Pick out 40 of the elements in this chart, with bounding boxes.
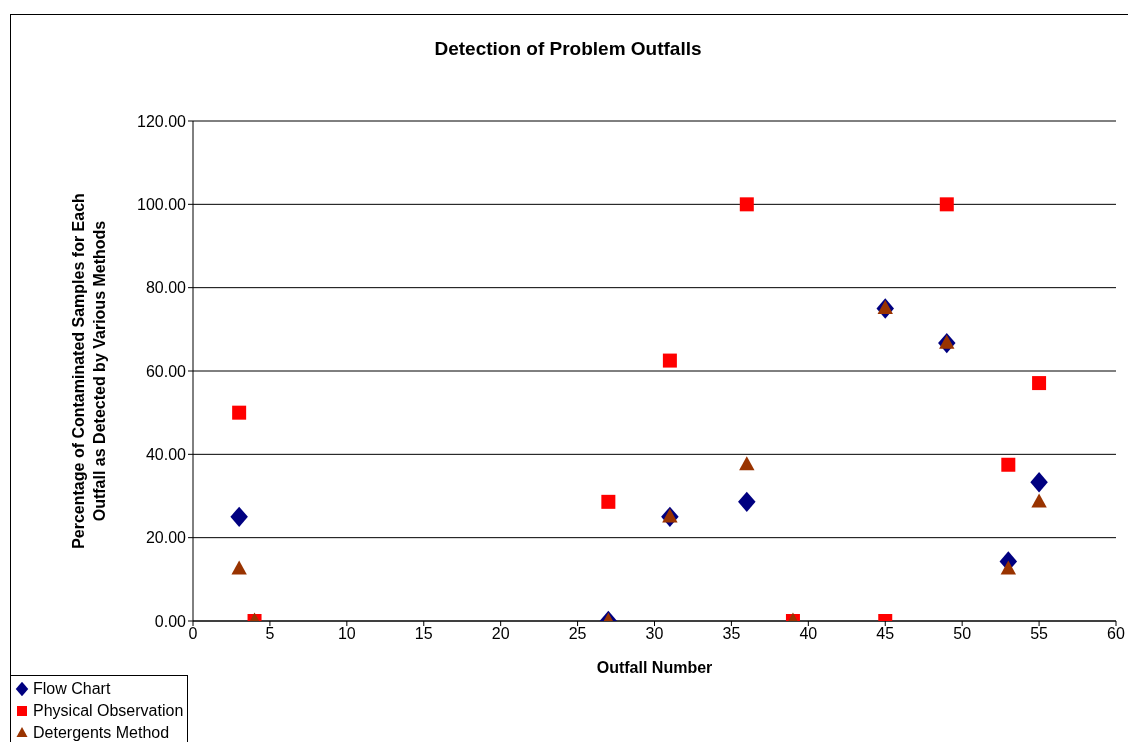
point bbox=[1030, 472, 1048, 493]
legend-label: Physical Observation bbox=[33, 701, 184, 721]
point bbox=[939, 197, 954, 212]
y-tick-label: 0.00 bbox=[154, 612, 187, 630]
y-tick-label: 60.00 bbox=[145, 362, 187, 380]
point bbox=[231, 560, 247, 575]
point bbox=[1032, 376, 1047, 391]
x-tick-label: 15 bbox=[414, 625, 433, 643]
x-tick-label: 45 bbox=[876, 625, 895, 643]
x-tick-label: 60 bbox=[1107, 625, 1125, 643]
point bbox=[739, 456, 755, 471]
x-tick-label: 30 bbox=[645, 625, 664, 643]
y-tick-label: 100.00 bbox=[137, 196, 187, 214]
point bbox=[232, 405, 247, 420]
x-tick-label: 50 bbox=[953, 625, 972, 643]
x-tick-label: 10 bbox=[337, 625, 356, 643]
x-tick-label: 20 bbox=[491, 625, 510, 643]
x-tick-label: 35 bbox=[722, 625, 741, 643]
y-tick-label: 80.00 bbox=[145, 279, 187, 297]
x-tick-label: 55 bbox=[1030, 625, 1049, 643]
legend-label: Flow Chart bbox=[33, 679, 111, 699]
point bbox=[601, 494, 616, 509]
point bbox=[1031, 493, 1047, 508]
x-tick-label: 0 bbox=[188, 625, 198, 643]
y-tick-label: 20.00 bbox=[145, 529, 187, 547]
legend-label: Detergents Method bbox=[33, 723, 170, 742]
y-tick-label: 40.00 bbox=[145, 446, 187, 464]
point bbox=[738, 491, 756, 512]
point bbox=[1000, 560, 1017, 575]
y-axis-title: Percentage of Contaminated Samples for Each Outfall as Detected by Various Methods bbox=[70, 193, 108, 549]
chart-title: Detection of Problem Outfalls bbox=[433, 38, 703, 60]
x-axis-title: Outfall Number bbox=[596, 659, 713, 676]
point bbox=[662, 353, 677, 368]
point bbox=[739, 197, 754, 212]
point bbox=[1001, 457, 1016, 472]
x-tick-label: 25 bbox=[568, 625, 587, 643]
x-tick-label: 5 bbox=[265, 625, 275, 643]
y-tick-label: 120.00 bbox=[137, 112, 187, 130]
x-tick-label: 40 bbox=[799, 625, 818, 643]
point bbox=[230, 506, 248, 527]
